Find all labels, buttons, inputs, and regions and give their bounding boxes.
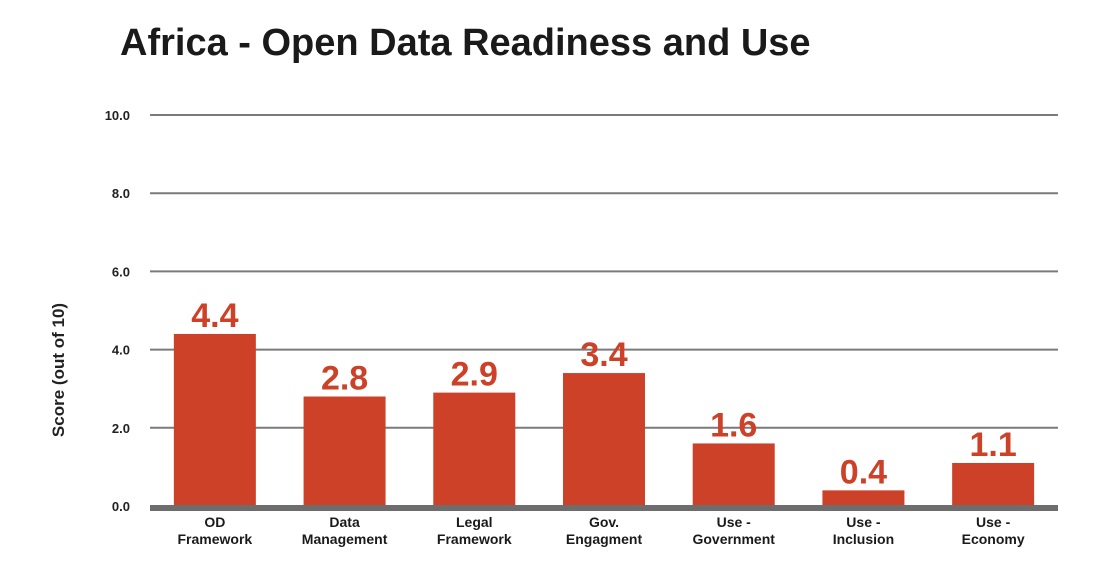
y-tick-label: 0.0: [112, 499, 130, 514]
y-tick-label: 2.0: [112, 421, 130, 436]
x-tick-label: Use -Economy: [962, 514, 1025, 547]
data-label: 1.1: [970, 426, 1017, 464]
bar: [952, 462, 1035, 506]
x-tick-label: OD Framework: [178, 514, 253, 547]
x-tick-label: Data Management: [302, 514, 388, 547]
bar: [303, 396, 386, 506]
x-tick-label: Use -Government: [692, 514, 775, 547]
data-label: 0.4: [840, 453, 887, 491]
x-tick-label: Use -Inclusion: [833, 514, 894, 547]
chart-title: Africa - Open Data Readiness and Use: [120, 22, 811, 64]
data-label: 2.9: [451, 356, 498, 394]
gridlines: [150, 114, 1058, 429]
bar: [563, 373, 645, 506]
y-tick-label: 8.0: [112, 186, 130, 201]
bar: [822, 490, 905, 506]
x-axis-categories: OD Framework Data Management Legal Framework G…: [178, 514, 1025, 547]
bar: [692, 443, 775, 506]
data-label: 1.6: [710, 406, 757, 444]
data-label: 4.4: [191, 297, 238, 335]
data-labels: 4.4 2.8 2.9 3.4 1.6 0.4 1.1: [191, 297, 1017, 491]
bar: [173, 333, 256, 506]
x-axis-line: [150, 505, 1058, 511]
y-axis-label: Score (out of 10): [49, 303, 68, 437]
y-tick-label: 10.0: [105, 108, 130, 123]
x-tick-label: Gov. Engagment: [566, 514, 643, 547]
y-tick-label: 4.0: [112, 343, 130, 358]
bars: [173, 333, 1035, 506]
data-label: 3.4: [580, 336, 627, 374]
bar: [433, 392, 516, 506]
x-tick-label: Legal Framework: [437, 514, 512, 547]
data-label: 2.8: [321, 360, 368, 398]
y-axis-ticks: 0.0 2.0 4.0 6.0 8.0 10.0: [105, 108, 130, 514]
y-tick-label: 6.0: [112, 264, 130, 279]
